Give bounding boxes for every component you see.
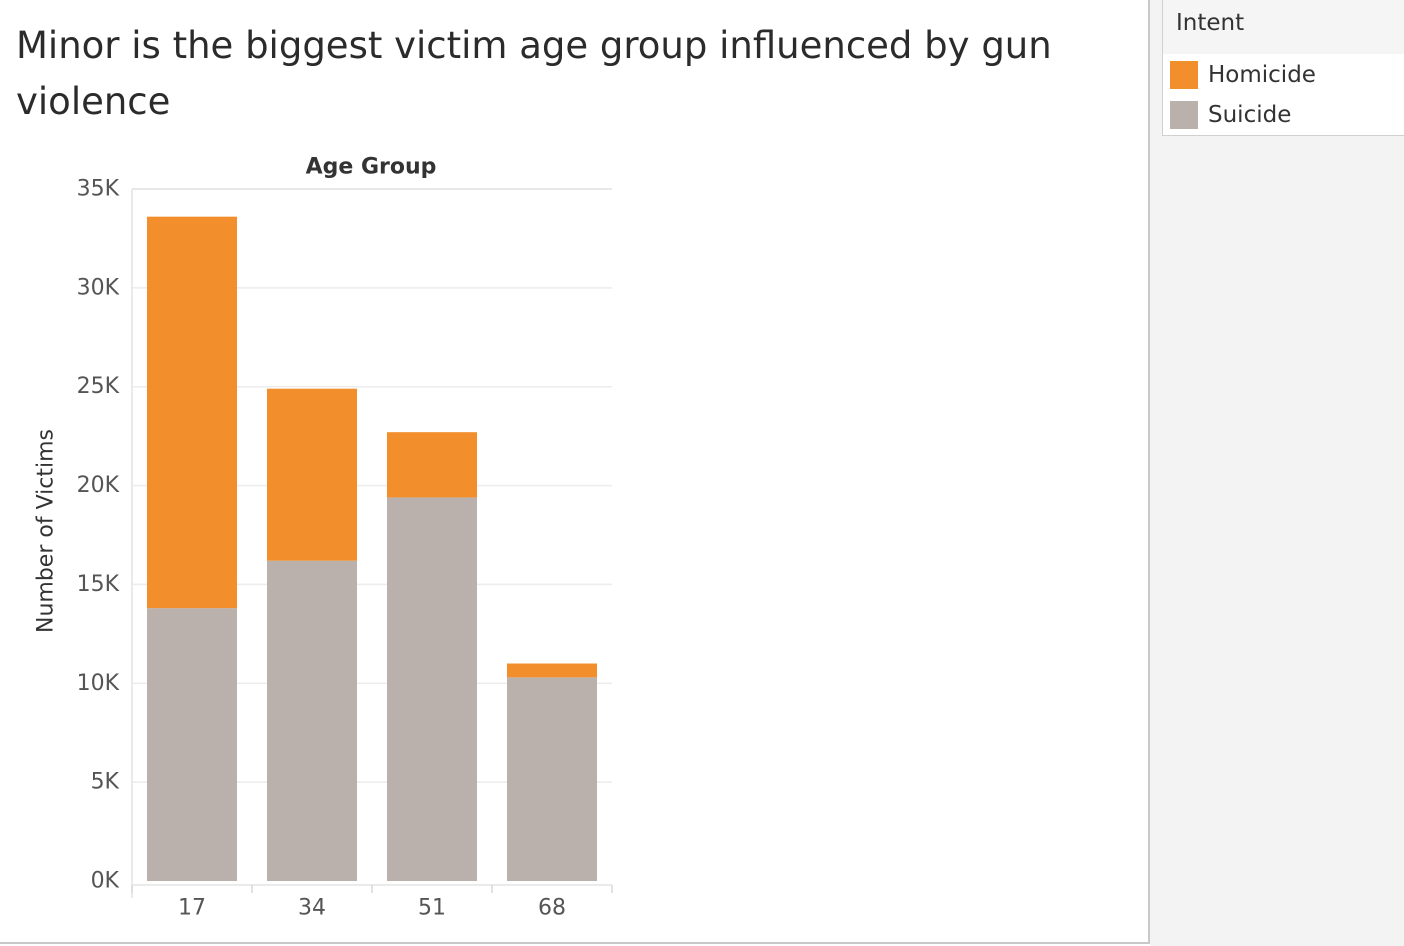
- legend-label-homicide: Homicide: [1208, 62, 1316, 88]
- bar-suicide-51: [387, 497, 477, 881]
- legend-swatch-homicide: [1170, 61, 1198, 89]
- y-tick-label: 35K: [77, 177, 120, 202]
- y-tick-label: 25K: [77, 374, 120, 399]
- legend-item-homicide[interactable]: Homicide: [1170, 59, 1400, 91]
- bar-homicide-51: [387, 432, 477, 498]
- y-tick-label: 0K: [91, 869, 120, 894]
- bar-suicide-34: [267, 560, 357, 881]
- bar-suicide-17: [147, 608, 237, 881]
- bar-suicide-68: [507, 677, 597, 881]
- bar-homicide-68: [507, 663, 597, 678]
- chart-panel: Minor is the biggest victim age group in…: [0, 0, 1150, 944]
- y-tick-label: 15K: [77, 572, 120, 597]
- legend-item-suicide[interactable]: Suicide: [1170, 99, 1400, 131]
- y-tick-label: 30K: [77, 275, 120, 300]
- x-tick-label-68: 68: [538, 896, 566, 921]
- bar-homicide-34: [267, 388, 357, 561]
- x-tick-label-34: 34: [298, 896, 326, 921]
- bar-homicide-17: [147, 216, 237, 609]
- legend: Intent Homicide Suicide: [1162, 0, 1404, 136]
- column-header-age-group: Age Group: [306, 155, 437, 180]
- y-tick-label: 20K: [77, 473, 120, 498]
- x-tick-label-51: 51: [418, 896, 446, 921]
- side-panel: Intent Homicide Suicide: [1150, 0, 1404, 946]
- y-tick-label: 10K: [77, 671, 120, 696]
- legend-label-suicide: Suicide: [1208, 102, 1292, 128]
- y-tick-label: 5K: [91, 770, 120, 795]
- legend-title: Intent: [1163, 0, 1404, 54]
- x-tick-label-17: 17: [178, 896, 206, 921]
- legend-swatch-suicide: [1170, 101, 1198, 129]
- stacked-bar-chart: 0K 5K 10K 15K 20K 25K 30K 35K Number of Victims A…: [34, 155, 613, 921]
- y-axis-title: Number of Victims: [34, 429, 59, 633]
- chart-title: Minor is the biggest victim age group in…: [16, 24, 1052, 123]
